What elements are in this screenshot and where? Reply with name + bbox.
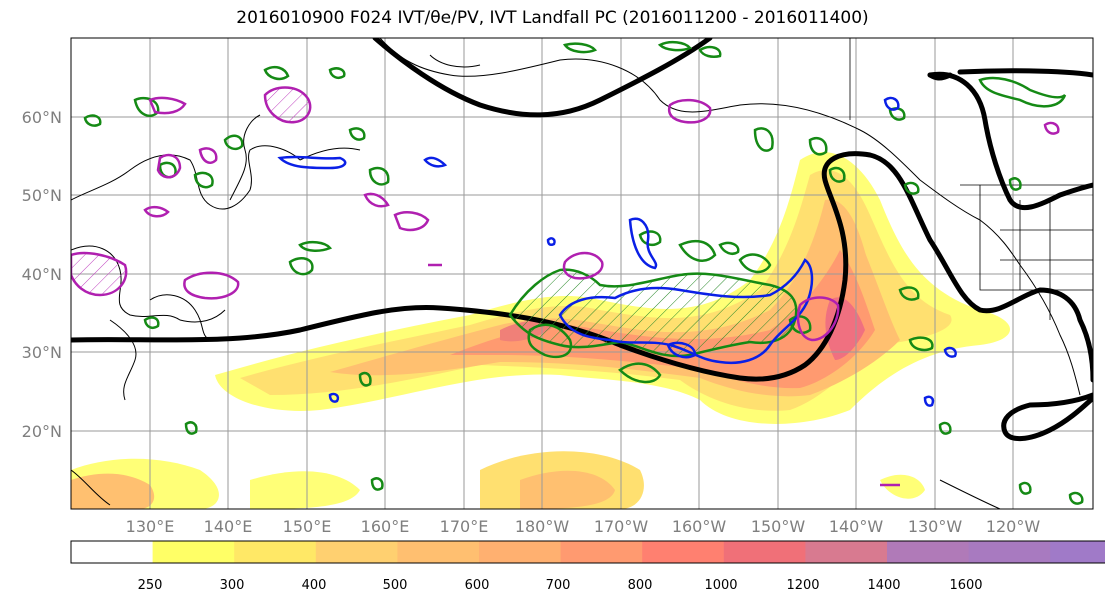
colorbar-segment (560, 541, 643, 563)
colorbar-segment (805, 541, 888, 563)
map-title: 2016010900 F024 IVT/θe/PV, IVT Landfall … (236, 8, 869, 28)
colorbar-segment (1050, 541, 1105, 563)
colorbar-tick-label: 250 (138, 578, 163, 593)
lon-label: 150°E (283, 517, 332, 536)
colorbar-segment (71, 541, 154, 563)
lon-label: 170°W (594, 517, 649, 536)
lon-label: 140°E (204, 517, 253, 536)
coastlines (71, 38, 1081, 509)
lon-label: 140°W (829, 517, 884, 536)
ivt-shading (71, 152, 1010, 509)
lon-label: 120°W (986, 517, 1041, 536)
lon-label: 130°E (126, 517, 175, 536)
colorbar-segment (723, 541, 806, 563)
colorbar-segment (397, 541, 480, 563)
thick-contour (71, 38, 1093, 441)
colorbar-tick-label: 800 (628, 578, 653, 593)
colorbar-tick-label: 1400 (867, 578, 900, 593)
colorbar-tick-label: 300 (220, 578, 245, 593)
colorbar-tick-label: 1000 (704, 578, 737, 593)
colorbar-tick-label: 600 (465, 578, 490, 593)
pv-contours (277, 96, 957, 407)
colorbar-segment (968, 541, 1051, 563)
colorbar-segment (642, 541, 725, 563)
colorbar-tick-label: 1200 (786, 578, 819, 593)
lat-label: 30°N (22, 343, 62, 362)
lon-label: 180°W (515, 517, 570, 536)
lat-label: 60°N (22, 108, 62, 127)
colorbar-tick-label: 500 (383, 578, 408, 593)
magenta-contours (71, 86, 1060, 487)
colorbar-segment (887, 541, 970, 563)
colorbar-tick-labels: 250 300 400 500 600 700 800 1000 1200 14… (138, 578, 983, 593)
colorbar-segment (234, 541, 317, 563)
lon-label: 160°W (672, 517, 727, 536)
colorbar-segment (315, 541, 398, 563)
colorbar-segment (479, 541, 562, 563)
colorbar-tick-label: 400 (302, 578, 327, 593)
colorbar-tick-label: 700 (546, 578, 571, 593)
colorbar-segment (152, 541, 235, 563)
lon-label: 130°W (908, 517, 963, 536)
lon-label: 170°E (440, 517, 489, 536)
lon-label: 150°W (751, 517, 806, 536)
lat-label: 40°N (22, 265, 62, 284)
lat-labels: 60°N 50°N 40°N 30°N 20°N (22, 108, 62, 441)
lon-label: 160°E (361, 517, 410, 536)
lat-label: 50°N (22, 186, 62, 205)
colorbar-tick-label: 1600 (949, 578, 982, 593)
lon-labels: 130°E 140°E 150°E 160°E 170°E 180°W 170°… (126, 517, 1041, 536)
colorbar (70, 540, 1105, 564)
lat-label: 20°N (22, 422, 62, 441)
map-border (70, 37, 1094, 510)
colorbar-border (70, 540, 1105, 564)
